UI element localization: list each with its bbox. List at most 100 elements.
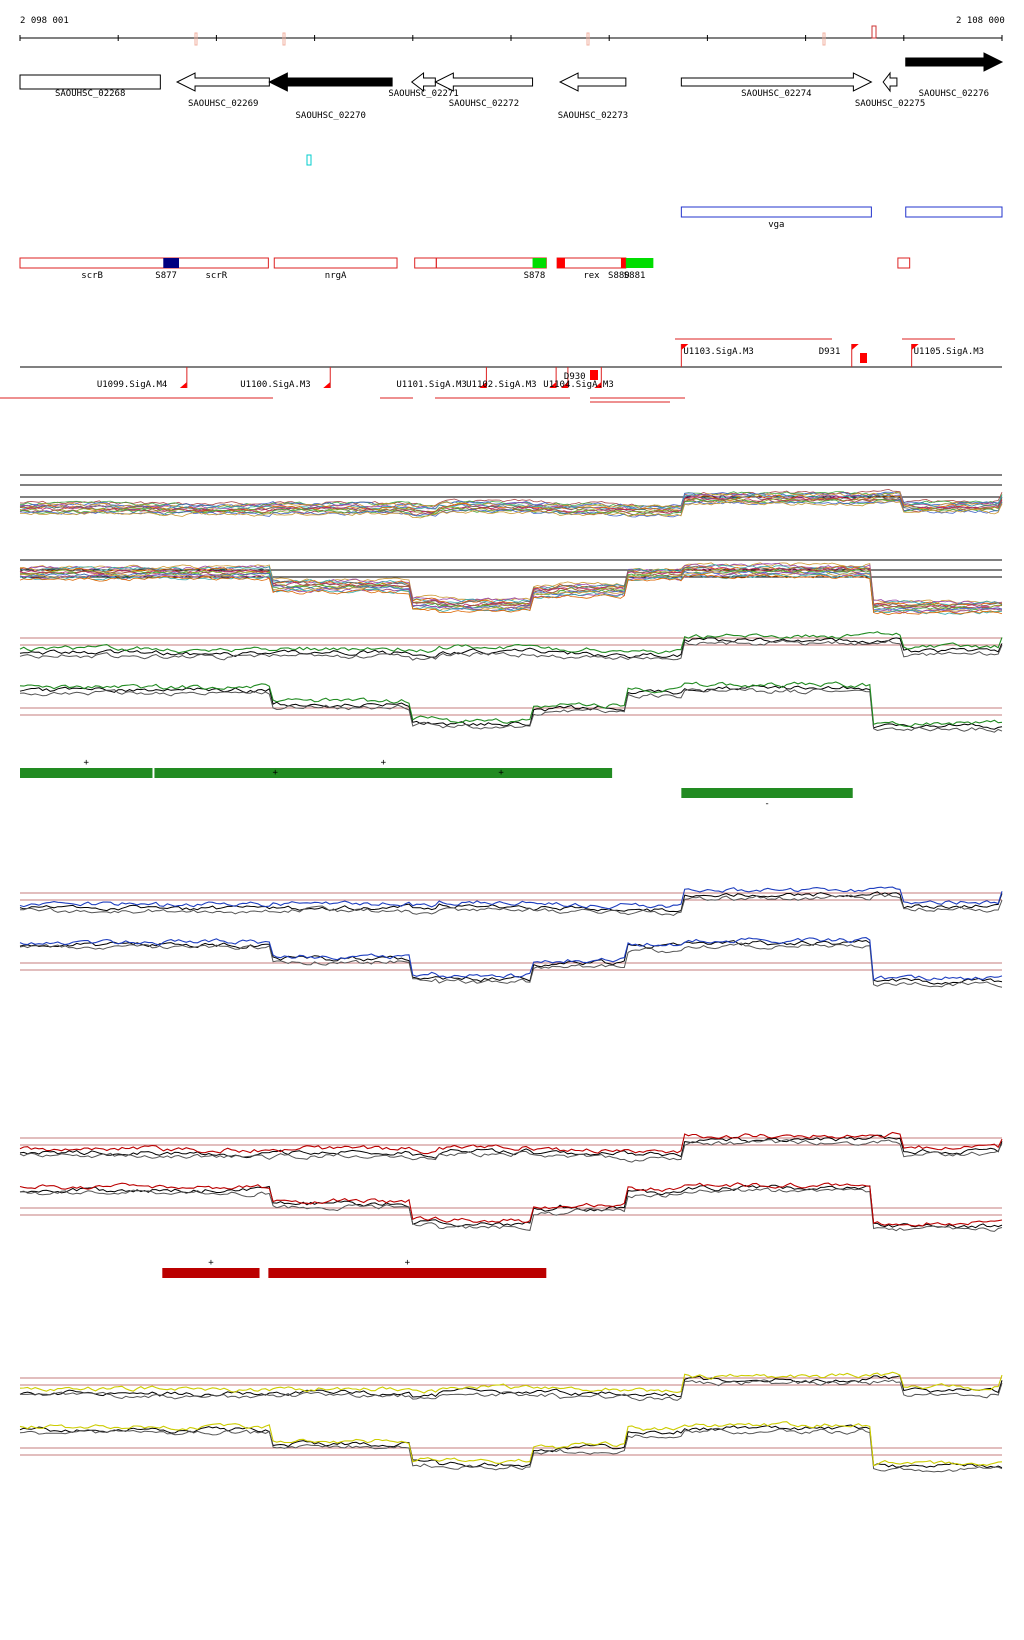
promoter-label: U1101.SigA.M3 [396,380,466,390]
regulon-label: scrR [205,271,227,281]
regulon-label: nrgA [325,271,347,281]
forward-trace [19,639,1003,661]
vga-feature-box [905,206,1003,218]
reverse-trace [19,688,1003,733]
regulon-marker-label: S878 [524,271,546,281]
gene-label: SAOUHSC_02270 [296,111,366,121]
regulon-label: rex [583,271,600,281]
segment-bar [20,768,153,778]
forward-trace [19,637,1003,659]
panel-yellow [19,1371,1003,1473]
reverse-trace-color [19,681,1003,727]
promoter-label: U1099.SigA.M4 [97,380,167,390]
promoter-label: D931 [819,347,841,357]
ruler-end-label: 2 108 000 [956,16,1005,26]
gene-arrow [268,72,393,92]
promoter-flag [911,344,919,350]
panel-red: + + [19,1131,1003,1278]
gene-arrow [558,72,627,92]
reverse-trace-color [19,1182,1003,1227]
vga-label: vga [768,220,784,230]
segment-sign: + [208,1258,214,1268]
regulon-box [897,257,911,269]
reverse-trace [19,1427,1003,1473]
segment-bar [268,1268,547,1278]
vga-feature-box [680,206,872,218]
panel-blue [19,886,1003,988]
forward-trace-color [19,1371,1003,1394]
reverse-trace [19,573,1003,616]
forward-trace [20,500,1003,519]
reverse-trace-color [19,937,1003,981]
panel-multi [19,474,1003,616]
segment-sign: + [405,1258,411,1268]
regulon-box [414,257,437,269]
reverse-trace [19,573,1003,615]
gene-arrow [434,72,534,92]
forward-trace-color [19,631,1003,655]
reverse-trace [19,1187,1003,1232]
gene-arrow [410,71,436,93]
forward-trace [19,494,1003,513]
regulon-marker [620,258,627,268]
promoter-flag [560,382,568,388]
reverse-trace [19,684,1003,730]
promoter-label: U1100.SigA.M3 [240,380,310,390]
promoter-flag [323,382,331,388]
promoter-label: U1103.SigA.M3 [683,347,753,357]
gene-label: SAOUHSC_02275 [855,99,925,109]
regulon-box [556,257,627,269]
regulon-box [19,257,165,269]
gene-label: SAOUHSC_02269 [188,99,258,109]
expression-profile-panels: + +-+ ++ + [19,474,1003,1473]
promoter-label: U1104.SigA.M3 [543,380,613,390]
gene-label: SAOUHSC_02271 [388,89,458,99]
reverse-trace [19,563,1003,605]
reverse-trace [19,570,1003,612]
gene-arrow [905,52,1004,72]
segment-sign: + [273,768,279,778]
forward-trace [19,1139,1003,1163]
segment-bar [162,1268,260,1278]
promoter-track: U1103.SigA.M3 D931 U1105.SigA.M3 U1099.SigA… [0,338,1002,403]
regulon-marker-label: S881 [624,271,646,281]
gene-label: SAOUHSC_02273 [558,111,628,121]
forward-trace [19,1134,1003,1159]
promoter-label: D930 [564,372,586,382]
regulon-marker-label: S877 [155,271,177,281]
gene-arrow [175,72,270,92]
promoter-flag [594,382,602,388]
promoter-block [860,353,867,363]
forward-trace [19,893,1003,917]
panel-green: + + - [19,631,1003,809]
reverse-trace-color [19,1421,1003,1467]
promoter-flag [479,382,487,388]
promoter-flag [179,382,187,388]
segment-sign: + [498,768,504,778]
gene-label: SAOUHSC_02276 [919,89,989,99]
gene-arrow [680,72,873,92]
promoter-label: U1105.SigA.M3 [914,347,984,357]
cyan-mark [306,154,312,166]
regulon-marker-label: S880 [608,271,630,281]
gene-annotation-track: SAOUHSC_02268 SAOUHSC_02269 SAOUHSC_02270 S… [19,52,1004,166]
promoter-flag [851,344,859,350]
segment-sign: + [381,758,387,768]
regulon-marker [625,258,654,268]
segment-bar [681,788,853,798]
coordinate-ruler: 2 098 001 2 108 000 [19,16,1005,46]
gene-arrow [882,71,898,93]
ruler-mark [282,32,286,46]
segment-sign: + [84,758,90,768]
ruler-start-label: 2 098 001 [20,16,69,26]
reverse-trace [19,1184,1003,1229]
reverse-trace [19,942,1003,988]
regulon-marker [557,258,565,268]
segment-bar [154,768,613,778]
promoter-flag [681,344,689,350]
ruler-mark [822,32,826,46]
forward-trace [19,1375,1003,1398]
ruler-mark [194,32,198,46]
